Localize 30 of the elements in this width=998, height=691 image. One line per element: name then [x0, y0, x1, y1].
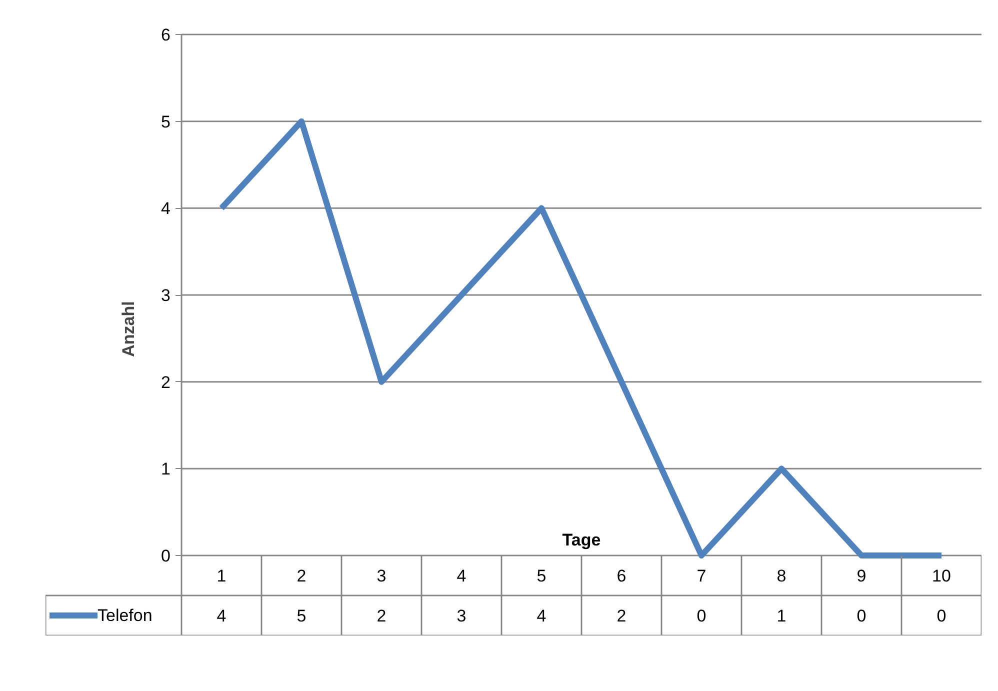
y-tick-label: 6	[161, 26, 171, 44]
y-tick-label: 4	[161, 199, 171, 218]
data-label: 5	[296, 606, 306, 626]
data-label: 4	[216, 606, 226, 626]
x-tick-label: 6	[616, 566, 626, 586]
data-label: 0	[696, 606, 706, 626]
x-tick-label: 9	[856, 566, 866, 586]
x-tick-label: 1	[216, 566, 226, 586]
y-tick-label: 0	[161, 546, 171, 566]
x-tick-label: 7	[696, 566, 706, 586]
y-tick-label: 1	[161, 460, 171, 479]
x-tick-label: 10	[932, 566, 951, 586]
data-label: 0	[936, 606, 946, 626]
y-axis-title: Anzahl	[119, 301, 138, 357]
y-tick-label: 2	[161, 372, 171, 392]
data-label: 0	[856, 606, 866, 626]
data-label: 2	[376, 606, 386, 626]
x-tick-label: 8	[776, 566, 786, 586]
x-axis-title: Tage	[562, 530, 601, 550]
x-tick-label: 5	[536, 566, 546, 586]
x-tick-label: 3	[376, 566, 386, 586]
data-label: 2	[616, 606, 626, 626]
y-tick-label: 5	[161, 112, 171, 132]
legend-label: Telefon	[98, 606, 152, 625]
x-tick-label: 4	[456, 566, 466, 586]
data-label: 1	[776, 606, 786, 626]
data-label: 4	[536, 606, 546, 626]
data-label: 3	[456, 606, 466, 626]
x-tick-label: 2	[296, 566, 306, 586]
y-tick-label: 3	[161, 286, 171, 305]
